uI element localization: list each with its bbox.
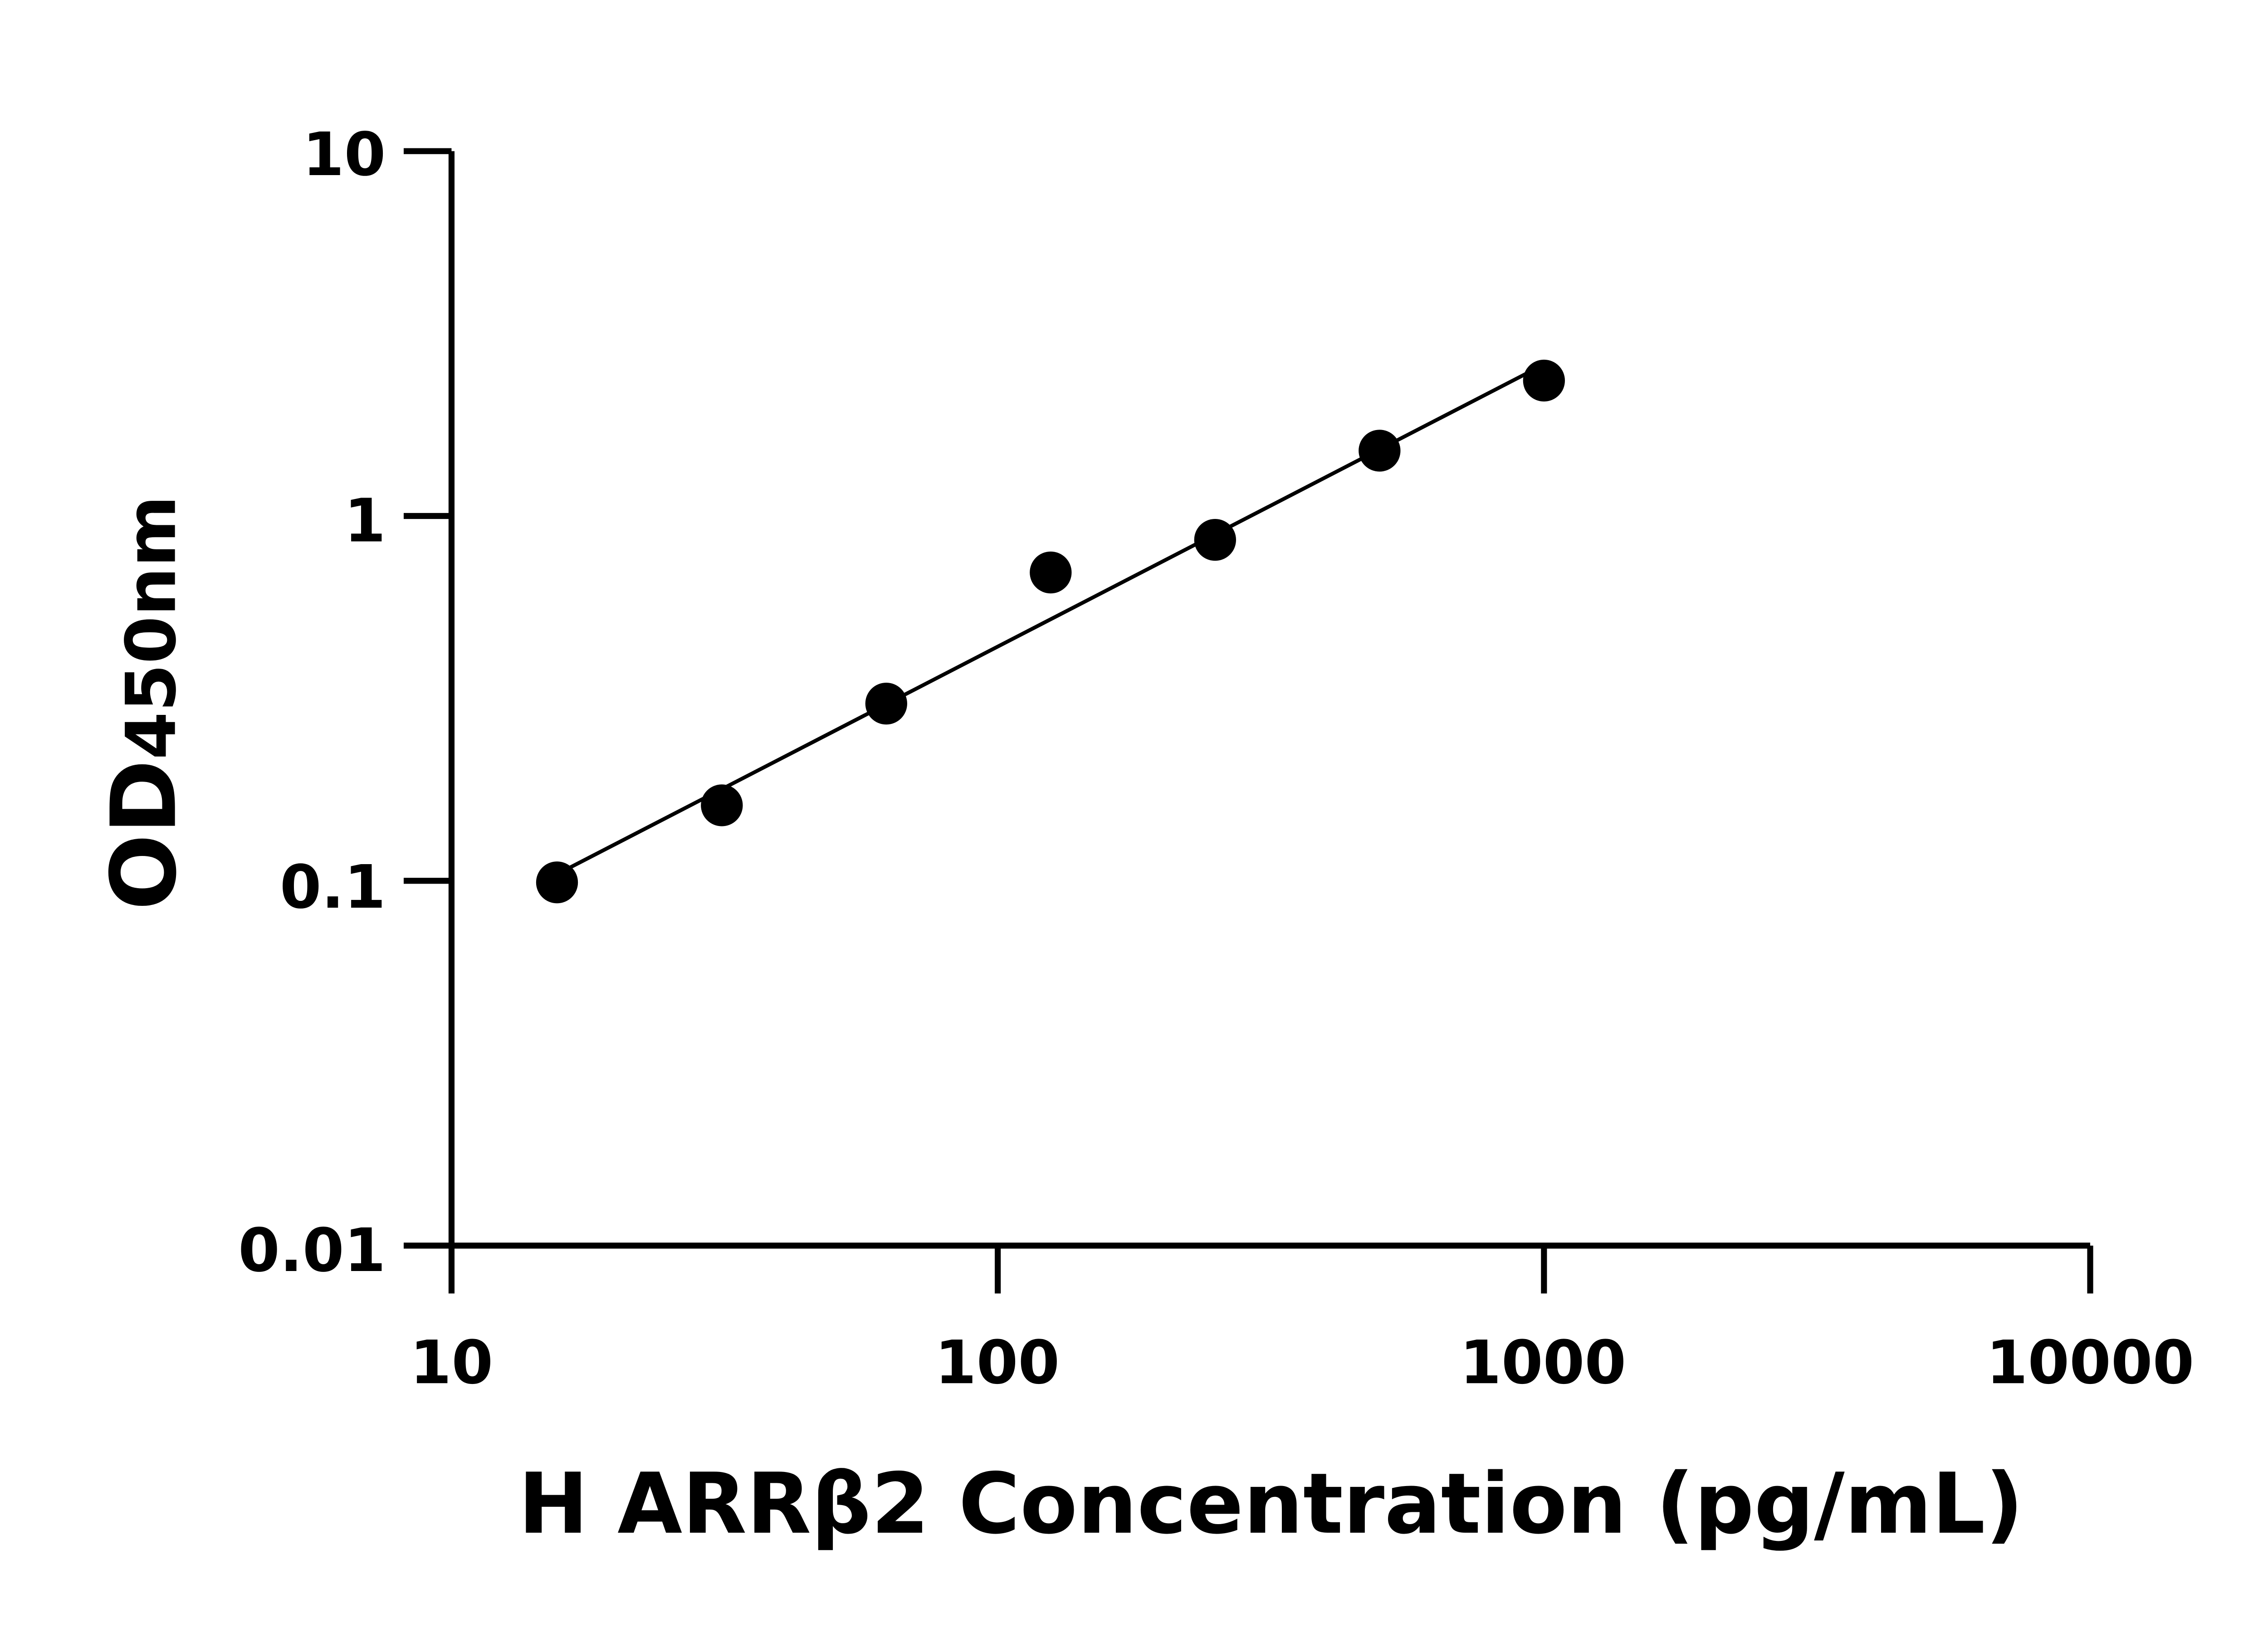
x-axis-label: H ARRβ2 Concentration (pg/mL): [518, 1455, 2024, 1553]
data-point: [701, 784, 743, 826]
tick-labels: 10 100 1000 10000 0.01 0.1 1 10: [238, 120, 2194, 1398]
data-point: [1523, 359, 1565, 402]
data-point: [1194, 519, 1236, 561]
data-point: [1359, 430, 1401, 472]
data-point: [536, 861, 578, 904]
axes: [403, 148, 2093, 1294]
x-tick-label: 1000: [1460, 1328, 1626, 1398]
data-point: [1030, 551, 1072, 594]
y-axis-label-main: OD: [92, 760, 196, 910]
x-tick-label: 10: [410, 1328, 493, 1398]
x-tick-label: 100: [935, 1328, 1060, 1398]
data-point: [865, 682, 907, 725]
y-tick-label: 10: [303, 120, 386, 190]
y-tick-label: 0.1: [280, 853, 386, 922]
y-tick-label: 1: [344, 487, 386, 556]
y-axis-label: OD450nm: [92, 495, 196, 910]
plot-area: [536, 359, 1565, 904]
y-axis-label-sub: 450nm: [111, 495, 191, 759]
y-tick-label: 0.01: [238, 1216, 386, 1286]
x-tick-label: 10000: [1986, 1328, 2195, 1398]
